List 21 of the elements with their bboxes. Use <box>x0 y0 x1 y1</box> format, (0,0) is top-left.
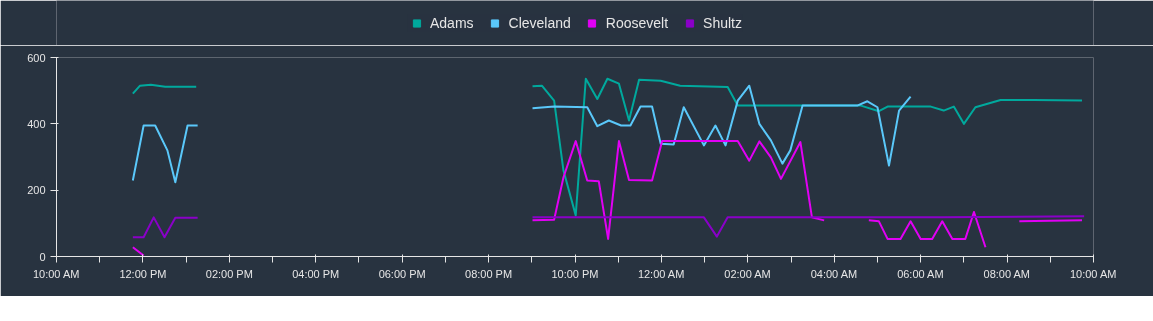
x-tick-label: 06:00 AM <box>897 267 944 280</box>
x-tick-label: 08:00 AM <box>983 267 1031 280</box>
x-tick-label: 12:00 PM <box>119 267 167 280</box>
x-tick-label: 12:00 AM <box>637 267 685 280</box>
x-tick-label: 10:00 AM <box>1069 267 1117 280</box>
legend-label: Roosevelt <box>605 14 669 31</box>
legend-label: Adams <box>429 14 474 31</box>
x-tick-label: 04:00 AM <box>810 267 858 280</box>
y-tick-label: 600 <box>27 51 46 64</box>
x-tick-label: 02:00 AM <box>724 267 771 280</box>
legend-label: Cleveland <box>508 14 571 31</box>
x-tick-label: 06:00 PM <box>378 267 426 280</box>
x-tick-label: 02:00 PM <box>205 267 253 280</box>
x-tick-label: 04:00 PM <box>292 267 340 280</box>
x-tick-label: 10:00 PM <box>551 267 599 280</box>
y-tick-label: 0 <box>39 250 46 263</box>
x-tick-label: 08:00 PM <box>465 267 513 280</box>
y-tick-label: 200 <box>27 184 46 197</box>
y-tick-label: 400 <box>27 117 46 130</box>
x-tick-label: 10:00 AM <box>32 267 80 280</box>
legend-label: Shultz <box>703 14 743 31</box>
